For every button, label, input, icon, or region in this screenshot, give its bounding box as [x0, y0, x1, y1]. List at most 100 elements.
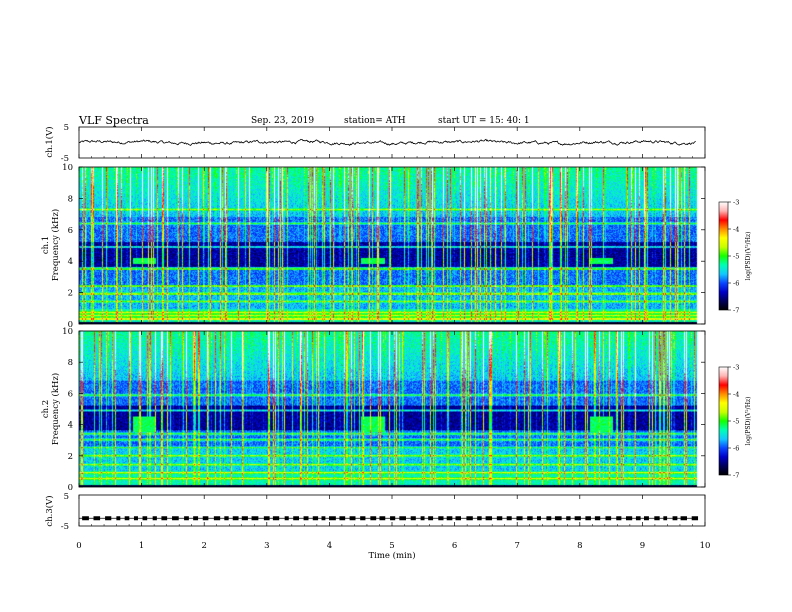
spec-ytick-label: 10: [62, 163, 73, 173]
colorbar-tick-label: -6: [733, 280, 739, 288]
ch1-colorbar: -3 -4 -5 -6 -7 log(PSD)(V²/Hz): [718, 199, 752, 315]
ch3-pulse: [232, 516, 239, 521]
ch3-pulse: [379, 516, 386, 521]
ch3-pulse: [485, 516, 493, 521]
ch3-pulse: [506, 516, 512, 521]
ch3-pulse: [516, 516, 523, 521]
ch3-trace: [79, 516, 699, 521]
ch3-pulse: [546, 516, 552, 521]
ch3-pulse: [446, 516, 453, 521]
ch3-pulse: [329, 516, 336, 521]
ch3-pulse: [605, 516, 612, 521]
x-tick-label: 3: [264, 541, 269, 551]
ch3-pulse: [172, 516, 179, 521]
ch3-pulse: [241, 516, 248, 521]
x-tick-label: 7: [514, 541, 519, 551]
x-tick-label: 2: [201, 541, 206, 551]
ch3-pulse: [635, 516, 641, 521]
ch3-pulse: [536, 516, 541, 521]
spec-ytick-label: 0: [68, 320, 73, 330]
ch3-pulse: [428, 516, 434, 521]
ch2-spectrogram-prefix: ch.2: [41, 400, 51, 418]
ch2-spectrogram-panel: 0 2 4 6 8 10 ch.2 Frequency (kHz): [41, 327, 706, 493]
ch2-spectrogram-image: [79, 331, 705, 487]
colorbar-tick-label: -6: [733, 445, 739, 453]
ch3-pulse: [184, 516, 189, 521]
ch1-ytick-bottom: -5: [61, 154, 69, 164]
ch3-pulse: [420, 516, 425, 521]
ch3-pulse: [124, 516, 130, 521]
ch1-spectrogram-yticks: 0 2 4 6 8 10: [62, 163, 705, 330]
ch3-pulse: [466, 516, 473, 521]
spec-ytick-label: 2: [68, 289, 73, 299]
x-tick-label: 1: [139, 541, 144, 551]
ch3-pulse: [496, 516, 503, 521]
ch3-pulse: [594, 516, 601, 521]
x-tick-label: 4: [327, 541, 332, 551]
ch3-frame: [78, 494, 706, 527]
x-tick-label: 10: [700, 541, 711, 551]
ch3-pulse: [263, 516, 270, 521]
colorbar-tick-label: -3: [733, 199, 739, 207]
x-tick-label: 8: [577, 541, 582, 551]
ch1-spectrogram-ylabel: Frequency (kHz): [50, 209, 61, 281]
ch1-colorbar-bar: [718, 201, 729, 311]
spec-ytick-label: 10: [62, 327, 73, 337]
ch3-pulse: [554, 516, 562, 521]
ch2-spectrogram-yticks: 0 2 4 6 8 10: [62, 327, 705, 493]
ch1-spectrogram-prefix: ch.1: [41, 236, 51, 254]
ch3-pulse: [527, 516, 533, 521]
ch3-pulse: [349, 516, 356, 521]
station-label: station= ATH: [344, 116, 406, 126]
x-tick-label: 6: [452, 541, 457, 551]
ch3-pulse: [303, 516, 309, 521]
spec-ytick-label: 2: [68, 452, 73, 462]
ch3-pulse: [370, 516, 377, 521]
ch3-pulse: [455, 516, 461, 521]
colorbar-tick-label: -4: [733, 391, 739, 399]
ch3-pulse: [625, 516, 633, 521]
ch3-pulse: [105, 516, 112, 521]
ch3-pulse: [321, 516, 326, 521]
ch3-ytick-bottom: -5: [61, 522, 69, 532]
colorbar-tick-label: -5: [733, 253, 739, 261]
ch3-pulse: [193, 516, 199, 521]
time-axis-label: Time (min): [368, 550, 415, 561]
ch1-ytick-top: 5: [64, 123, 69, 133]
ch1-ylabel: ch.1(V): [44, 126, 55, 157]
ch1-colorbar-label: log(PSD)(V²/Hz): [745, 232, 752, 281]
ch2-colorbar-ticks: -3 -4 -5 -6 -7: [728, 364, 739, 480]
ch1-trace: [78, 138, 696, 146]
ch3-pulse: [566, 516, 571, 521]
ch1-panel: 5 -5 ch.1(V): [44, 123, 706, 164]
spec-ytick-label: 8: [68, 358, 73, 368]
ch3-pulse: [272, 516, 280, 521]
ch3-pulse: [644, 516, 649, 521]
ch1-colorbar-ticks: -3 -4 -5 -6 -7: [728, 199, 739, 315]
ch3-pulse: [691, 516, 699, 521]
ch2-spectrogram-ylabel: Frequency (kHz): [50, 373, 61, 445]
ch3-pulse: [672, 516, 678, 521]
ch3-pulse: [574, 516, 581, 521]
ch3-ylabel: ch.3(V): [44, 495, 55, 526]
time-axis-tick-labels: 0 1 2 3 4 5 6 7 8 9 10: [76, 541, 710, 551]
ch3-pulse: [142, 516, 148, 521]
ch1-spectrogram-image: [79, 167, 705, 324]
ch3-ytick-top: 5: [64, 492, 69, 502]
ch3-pulse: [339, 516, 346, 521]
colorbar-tick-label: -4: [733, 226, 739, 234]
ch3-pulse: [293, 516, 299, 521]
ch3-pulse: [477, 516, 482, 521]
spec-ytick-label: 6: [68, 389, 73, 399]
figure-title: VLF Spectra: [78, 114, 149, 127]
date-label: Sep. 23, 2019: [251, 116, 314, 126]
time-axis-ticks: [78, 127, 706, 526]
ch3-pulse: [152, 516, 157, 521]
ch3-panel: 5 -5 ch.3(V): [44, 492, 706, 532]
colorbar-tick-label: -5: [733, 418, 739, 426]
ch3-pulse: [616, 516, 622, 521]
ch2-colorbar-label: log(PSD)(V²/Hz): [745, 397, 752, 446]
colorbar-tick-label: -7: [733, 472, 739, 480]
ch3-pulse: [93, 516, 101, 521]
